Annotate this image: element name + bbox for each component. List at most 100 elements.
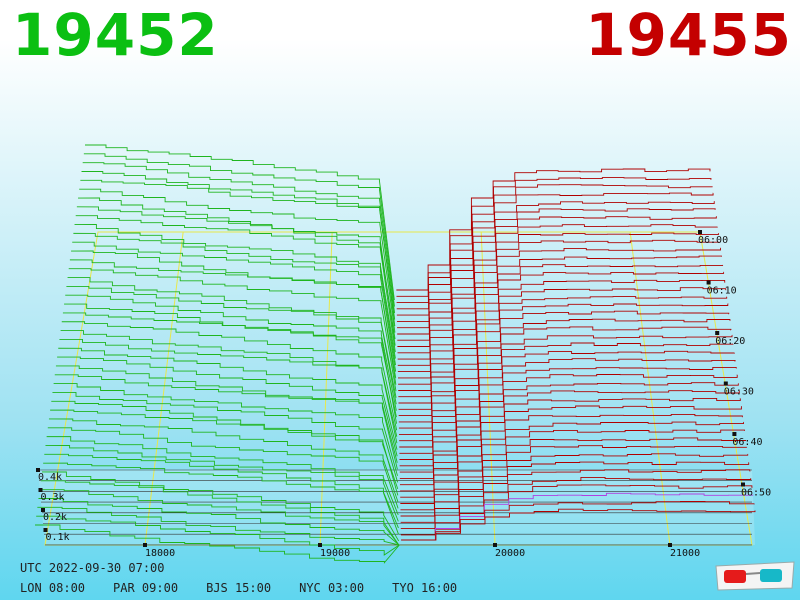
volume-tick-mark bbox=[36, 468, 40, 472]
grid-line bbox=[319, 231, 333, 546]
ask-depth-line bbox=[398, 287, 727, 385]
ask-depth-line bbox=[399, 397, 741, 473]
bid-depth-line bbox=[67, 277, 397, 398]
ask-depth-lines bbox=[396, 168, 756, 541]
bid-depth-line bbox=[82, 162, 396, 314]
x-tick-mark bbox=[668, 543, 672, 547]
ask-depth-line bbox=[401, 508, 756, 541]
ask-depth-line bbox=[401, 484, 753, 541]
volume-tick-label: 0.1k bbox=[46, 532, 70, 543]
ask-depth-line bbox=[396, 192, 714, 310]
ask-depth-line bbox=[400, 429, 745, 498]
x-tick-label: 18000 bbox=[145, 548, 175, 559]
bid-depth-line bbox=[51, 400, 399, 489]
bid-depth-line bbox=[76, 206, 396, 346]
bid-depth-line bbox=[74, 224, 396, 359]
ask-depth-line bbox=[401, 492, 754, 541]
utc-timestamp: UTC 2022-09-30 07:00 bbox=[20, 561, 165, 575]
time-tick-label: 06:40 bbox=[732, 437, 762, 448]
bid-depth-line bbox=[85, 144, 395, 301]
time-tick-label: 06:20 bbox=[715, 336, 745, 347]
ask-depth-line bbox=[398, 310, 730, 404]
bid-depth-line bbox=[53, 383, 398, 476]
time-tick-mark bbox=[741, 482, 745, 487]
timezone-par: PAR 09:00 bbox=[113, 581, 179, 595]
x-tick-label: 21000 bbox=[670, 548, 700, 559]
ask-depth-line bbox=[396, 208, 716, 322]
bid-depth-line bbox=[72, 241, 397, 372]
bid-depth-line bbox=[57, 356, 398, 457]
bid-depth-line bbox=[62, 312, 398, 424]
ask-depth-line bbox=[398, 326, 732, 417]
timezone-bjs: BJS 15:00 bbox=[206, 581, 272, 595]
bid-depth-line bbox=[40, 480, 400, 546]
ask-depth-line bbox=[396, 177, 712, 297]
ask-depth-line bbox=[400, 476, 752, 536]
bid-depth-line bbox=[36, 515, 400, 556]
bid-depth-line bbox=[44, 453, 399, 529]
ask-depth-line bbox=[400, 421, 744, 492]
ask-price: 19455 bbox=[585, 1, 792, 69]
volume-tick-mark bbox=[41, 508, 45, 512]
volume-axis-ticks: 0.4k 0.3k 0.2k 0.1k bbox=[36, 468, 70, 543]
bid-depth-line bbox=[38, 498, 400, 546]
ask-depth-line bbox=[398, 303, 729, 398]
ask-depth-line bbox=[401, 501, 755, 541]
ask-depth-line bbox=[397, 255, 722, 360]
ask-depth-line bbox=[397, 216, 717, 329]
time-tick-mark bbox=[698, 230, 702, 234]
ask-depth-line bbox=[398, 342, 734, 429]
time-tick-label: 06:30 bbox=[724, 387, 754, 398]
time-tick-mark bbox=[706, 280, 711, 285]
x-axis-ticks: 18000 19000 20000 21000 bbox=[143, 543, 700, 559]
timezone-tyo: TYO 16:00 bbox=[392, 581, 458, 595]
volume-tick-label: 0.3k bbox=[41, 492, 65, 503]
3d-glasses-icon[interactable] bbox=[714, 560, 796, 592]
time-tick-label: 06:10 bbox=[707, 286, 737, 297]
volume-tick-mark bbox=[43, 528, 48, 532]
bid-depth-line bbox=[47, 427, 399, 509]
time-tick-mark bbox=[715, 331, 720, 335]
x-tick-label: 20000 bbox=[495, 548, 525, 559]
bid-depth-line bbox=[39, 489, 400, 546]
ask-depth-line bbox=[397, 239, 720, 347]
bid-depth-line bbox=[83, 153, 395, 307]
bid-depth-line bbox=[48, 418, 399, 503]
bid-depth-line bbox=[80, 179, 396, 327]
ask-depth-line bbox=[399, 382, 739, 460]
bid-depth-line bbox=[69, 259, 397, 385]
x-tick-mark bbox=[493, 543, 497, 547]
bid-depth-line bbox=[37, 506, 400, 546]
ask-depth-line bbox=[397, 224, 718, 335]
ask-depth-line bbox=[399, 374, 738, 454]
volume-tick-mark bbox=[38, 488, 43, 492]
ask-depth-line bbox=[399, 366, 737, 448]
bid-depth-line bbox=[46, 436, 399, 516]
x-tick-mark bbox=[143, 543, 147, 547]
ask-depth-line bbox=[400, 437, 747, 504]
ask-depth-line bbox=[400, 461, 750, 523]
ask-depth-line bbox=[396, 200, 715, 316]
ask-depth-line bbox=[400, 469, 751, 530]
bid-depth-line bbox=[50, 409, 399, 496]
bid-depth-line bbox=[35, 524, 400, 564]
bid-depth-line bbox=[59, 338, 398, 444]
bid-depth-line bbox=[58, 347, 398, 450]
bid-depth-line bbox=[41, 471, 400, 542]
time-tick-label: 06:00 bbox=[698, 235, 728, 246]
grid-line bbox=[629, 231, 671, 546]
ask-depth-line bbox=[398, 296, 728, 391]
ask-depth-line bbox=[397, 232, 719, 341]
ask-depth-line bbox=[400, 445, 748, 511]
bid-depth-lines bbox=[35, 144, 400, 564]
ask-depth-line bbox=[398, 334, 733, 423]
ask-depth-line bbox=[399, 390, 740, 467]
chart-floor bbox=[38, 470, 755, 545]
x-tick-mark bbox=[318, 543, 322, 547]
ask-depth-line bbox=[397, 271, 725, 373]
time-tick-label: 06:50 bbox=[741, 488, 771, 499]
ask-depth-line bbox=[397, 247, 721, 354]
bid-price: 19452 bbox=[12, 1, 219, 69]
ask-depth-line bbox=[399, 358, 736, 442]
